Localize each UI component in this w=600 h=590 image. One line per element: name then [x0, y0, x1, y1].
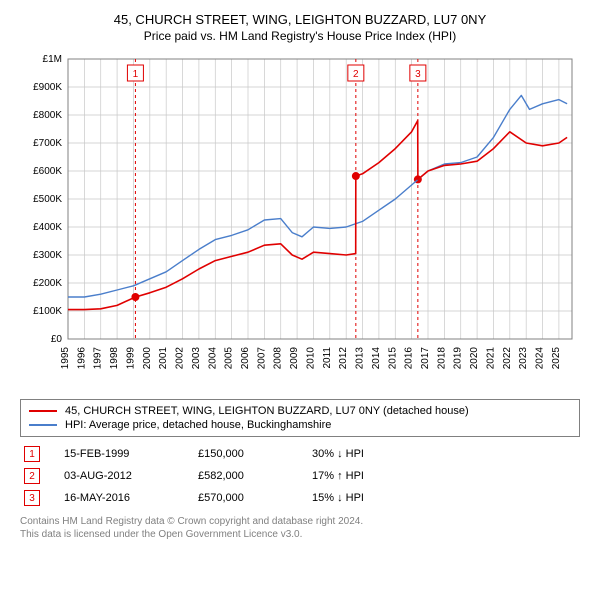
svg-text:3: 3	[415, 69, 421, 80]
svg-text:1998: 1998	[109, 347, 120, 370]
svg-text:2024: 2024	[535, 347, 546, 370]
footer-line-2: This data is licensed under the Open Gov…	[20, 528, 580, 541]
chart-subtitle: Price paid vs. HM Land Registry's House …	[10, 29, 590, 43]
svg-text:1995: 1995	[60, 347, 71, 370]
svg-text:2017: 2017	[420, 347, 431, 370]
sale-date: 03-AUG-2012	[64, 470, 174, 482]
svg-text:2011: 2011	[322, 347, 333, 369]
svg-text:£1M: £1M	[43, 54, 62, 65]
line-chart-svg: £0 £100K £200K £300K £400K £500K £600K £700K £80…	[20, 51, 580, 391]
svg-text:£700K: £700K	[33, 138, 62, 149]
sale-marker-box: 1	[24, 446, 40, 462]
svg-text:2019: 2019	[453, 347, 464, 370]
legend-label: HPI: Average price, detached house, Buck…	[65, 419, 331, 431]
legend-box: 45, CHURCH STREET, WING, LEIGHTON BUZZAR…	[20, 399, 580, 437]
chart-title: 45, CHURCH STREET, WING, LEIGHTON BUZZAR…	[10, 12, 590, 27]
svg-text:2015: 2015	[387, 347, 398, 370]
svg-text:2020: 2020	[469, 347, 480, 370]
svg-text:2006: 2006	[240, 347, 251, 370]
footer-attribution: Contains HM Land Registry data © Crown c…	[20, 515, 580, 541]
svg-text:1: 1	[133, 69, 139, 80]
svg-text:£200K: £200K	[33, 278, 62, 289]
svg-text:1996: 1996	[76, 347, 87, 370]
sale-delta: 17% ↑ HPI	[312, 470, 412, 482]
sale-marker-box: 2	[24, 468, 40, 484]
sale-marker-box: 3	[24, 490, 40, 506]
legend-row: HPI: Average price, detached house, Buck…	[29, 418, 571, 432]
footer-line-1: Contains HM Land Registry data © Crown c…	[20, 515, 580, 528]
sale-date: 16-MAY-2016	[64, 492, 174, 504]
svg-text:2016: 2016	[404, 347, 415, 370]
svg-text:2008: 2008	[273, 347, 284, 370]
svg-text:2009: 2009	[289, 347, 300, 370]
svg-text:£300K: £300K	[33, 250, 62, 261]
svg-text:2002: 2002	[175, 347, 186, 370]
svg-text:2007: 2007	[256, 347, 267, 370]
legend-swatch	[29, 410, 57, 412]
svg-text:£0: £0	[51, 334, 63, 345]
chart-area: £0 £100K £200K £300K £400K £500K £600K £700K £80…	[20, 51, 580, 391]
svg-text:2010: 2010	[305, 347, 316, 370]
svg-text:2014: 2014	[371, 347, 382, 370]
svg-text:2: 2	[353, 69, 359, 80]
svg-text:2022: 2022	[502, 347, 513, 370]
svg-text:£400K: £400K	[33, 222, 62, 233]
svg-text:1997: 1997	[93, 347, 104, 370]
sale-price: £582,000	[198, 470, 288, 482]
svg-text:2003: 2003	[191, 347, 202, 370]
svg-text:2023: 2023	[518, 347, 529, 370]
svg-text:£100K: £100K	[33, 306, 62, 317]
svg-text:1999: 1999	[125, 347, 136, 370]
svg-text:2025: 2025	[551, 347, 562, 370]
sale-price: £150,000	[198, 448, 288, 460]
svg-text:£500K: £500K	[33, 194, 62, 205]
svg-text:2000: 2000	[142, 347, 153, 370]
legend-swatch	[29, 424, 57, 426]
sale-row: 3 16-MAY-2016 £570,000 15% ↓ HPI	[20, 487, 580, 509]
svg-text:2012: 2012	[338, 347, 349, 370]
svg-text:£600K: £600K	[33, 166, 62, 177]
svg-text:£800K: £800K	[33, 110, 62, 121]
sale-date: 15-FEB-1999	[64, 448, 174, 460]
svg-text:2021: 2021	[485, 347, 496, 370]
sale-delta: 15% ↓ HPI	[312, 492, 412, 504]
sale-row: 1 15-FEB-1999 £150,000 30% ↓ HPI	[20, 443, 580, 465]
sale-delta: 30% ↓ HPI	[312, 448, 412, 460]
svg-text:2001: 2001	[158, 347, 169, 370]
sale-price: £570,000	[198, 492, 288, 504]
sales-table: 1 15-FEB-1999 £150,000 30% ↓ HPI 2 03-AUG-201…	[20, 443, 580, 509]
svg-text:2018: 2018	[436, 347, 447, 370]
legend-row: 45, CHURCH STREET, WING, LEIGHTON BUZZAR…	[29, 404, 571, 418]
svg-text:2004: 2004	[207, 347, 218, 370]
sale-row: 2 03-AUG-2012 £582,000 17% ↑ HPI	[20, 465, 580, 487]
svg-text:2013: 2013	[355, 347, 366, 370]
legend-label: 45, CHURCH STREET, WING, LEIGHTON BUZZAR…	[65, 405, 469, 417]
svg-text:£900K: £900K	[33, 82, 62, 93]
svg-text:2005: 2005	[224, 347, 235, 370]
